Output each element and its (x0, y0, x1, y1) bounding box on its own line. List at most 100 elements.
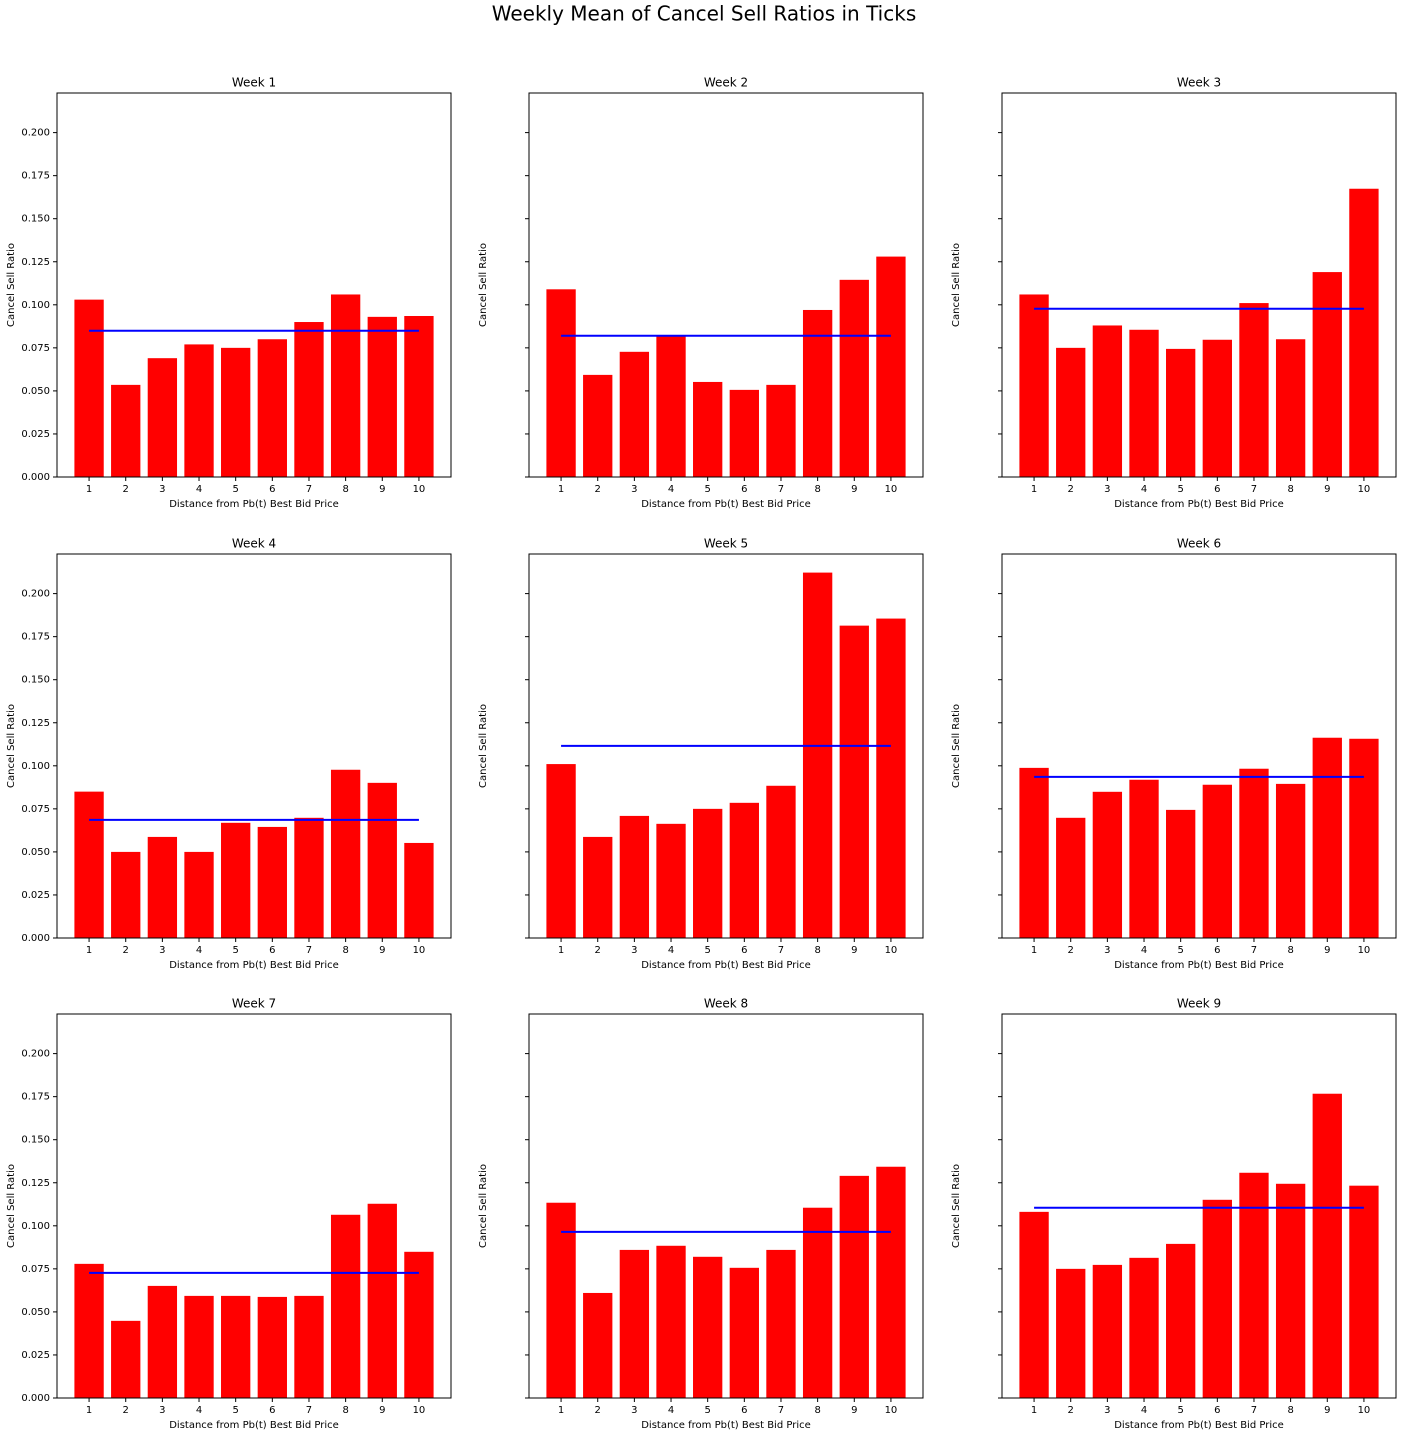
y-tick-label: 0.050 (21, 847, 50, 858)
x-tick-label: 2 (123, 1405, 129, 1416)
x-tick-label: 1 (558, 945, 564, 956)
x-axis-label: Distance from Pb(t) Best Bid Price (169, 960, 339, 971)
x-axis-label: Distance from Pb(t) Best Bid Price (169, 1420, 339, 1431)
x-tick-label: 3 (159, 484, 165, 495)
x-tick-label: 9 (851, 1405, 857, 1416)
x-tick-label: 10 (885, 1405, 898, 1416)
bar (1202, 1199, 1232, 1398)
bar (1202, 784, 1232, 938)
y-axis-label: Cancel Sell Ratio (6, 704, 17, 788)
x-tick-label: 5 (704, 945, 710, 956)
bar (111, 1320, 141, 1398)
x-axis-label: Distance from Pb(t) Best Bid Price (1114, 960, 1284, 971)
x-tick-label: 6 (269, 945, 275, 956)
bar (876, 256, 906, 477)
bar (1202, 339, 1232, 477)
bar (1092, 325, 1123, 477)
x-tick-label: 3 (631, 945, 637, 956)
bar (1019, 1211, 1049, 1398)
x-tick-label: 9 (851, 484, 857, 495)
x-tick-label: 6 (741, 945, 747, 956)
x-tick-label: 9 (1324, 1405, 1330, 1416)
bar (1019, 294, 1049, 477)
x-tick-label: 5 (1177, 484, 1183, 495)
x-tick-label: 4 (668, 1405, 674, 1416)
subplot-title: Week 3 (1177, 76, 1221, 90)
bar (404, 842, 434, 938)
figure-title: Weekly Mean of Cancel Sell Ratios in Tic… (492, 2, 916, 26)
x-tick-label: 5 (1177, 945, 1183, 956)
x-tick-label: 3 (1104, 945, 1110, 956)
x-tick-label: 2 (123, 484, 129, 495)
bar (693, 381, 723, 477)
x-tick-label: 10 (413, 1405, 426, 1416)
x-tick-label: 4 (196, 1405, 202, 1416)
y-tick-label: 0.125 (21, 1178, 50, 1189)
bar (221, 347, 251, 477)
bar (330, 1214, 361, 1398)
bar (184, 1295, 214, 1398)
axes-frame (528, 92, 924, 478)
bar (1275, 339, 1306, 477)
x-tick-label: 8 (342, 945, 348, 956)
bar (1056, 347, 1086, 477)
y-tick-label: 0.125 (21, 257, 50, 268)
x-tick-label: 8 (814, 1405, 820, 1416)
x-tick-label: 9 (379, 484, 385, 495)
y-tick-label: 0.075 (21, 804, 50, 815)
bar (1129, 329, 1159, 477)
bar (111, 384, 141, 477)
axes-frame (528, 1013, 924, 1399)
y-tick-label: 0.100 (21, 1221, 50, 1232)
bar (147, 358, 178, 477)
x-tick-label: 8 (1287, 1405, 1293, 1416)
subplot-title: Week 2 (704, 76, 748, 90)
bar (257, 826, 287, 938)
y-tick-label: 0.150 (21, 1135, 50, 1146)
bar (1239, 1172, 1269, 1398)
bar (74, 1263, 104, 1398)
bar (330, 294, 361, 477)
bar (546, 764, 576, 938)
bar (367, 1203, 397, 1398)
x-tick-label: 2 (595, 484, 601, 495)
x-tick-label: 4 (1141, 484, 1147, 495)
x-tick-label: 3 (631, 484, 637, 495)
x-tick-label: 7 (1251, 1405, 1257, 1416)
bar (583, 836, 613, 938)
x-tick-label: 5 (704, 484, 710, 495)
axes-frame (1001, 92, 1397, 478)
x-tick-label: 10 (885, 945, 898, 956)
y-tick-label: 0.200 (21, 1049, 50, 1060)
bar (184, 344, 214, 477)
bar (74, 791, 104, 938)
axes-frame (56, 92, 452, 478)
y-tick-label: 0.025 (21, 429, 50, 440)
y-tick-label: 0.100 (21, 761, 50, 772)
x-tick-label: 8 (1287, 484, 1293, 495)
x-tick-label: 2 (1068, 484, 1074, 495)
x-tick-label: 5 (232, 945, 238, 956)
bar (1312, 737, 1342, 938)
bar (729, 389, 759, 477)
x-tick-label: 5 (232, 1405, 238, 1416)
bar (656, 823, 686, 938)
x-tick-label: 1 (558, 484, 564, 495)
x-tick-label: 4 (196, 484, 202, 495)
bar (147, 1285, 178, 1398)
x-tick-label: 3 (631, 1405, 637, 1416)
y-tick-label: 0.075 (21, 1264, 50, 1275)
x-tick-label: 9 (1324, 945, 1330, 956)
bar (1166, 348, 1196, 477)
bar (839, 1175, 869, 1398)
bar (802, 572, 833, 938)
bar (619, 1249, 650, 1398)
bar (729, 802, 759, 938)
subplot-title: Week 9 (1177, 997, 1221, 1011)
bar (766, 384, 796, 477)
bar (221, 822, 251, 938)
x-tick-label: 7 (778, 1405, 784, 1416)
y-tick-label: 0.025 (21, 1350, 50, 1361)
bar (546, 1202, 576, 1398)
